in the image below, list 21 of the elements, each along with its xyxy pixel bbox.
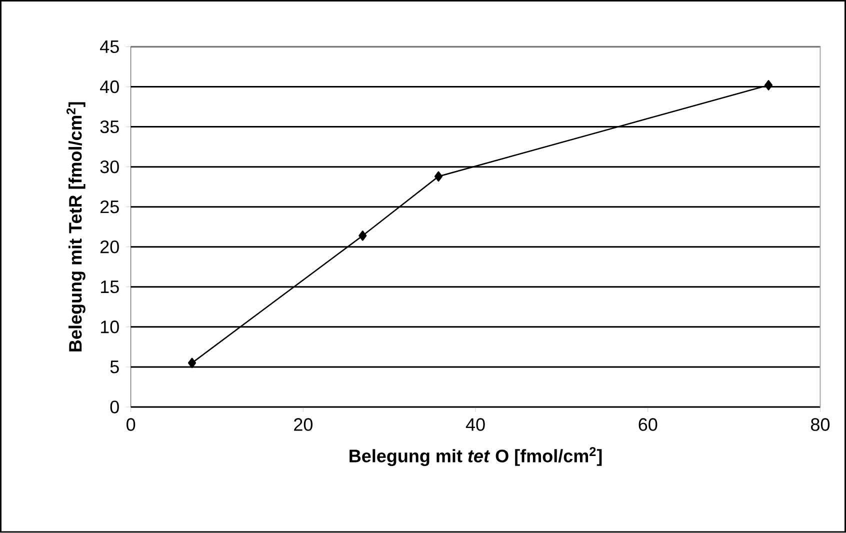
y-tick-label: 30 xyxy=(100,160,119,174)
y-tick-label: 45 xyxy=(100,40,119,54)
y-tick-label: 5 xyxy=(110,360,119,374)
point xyxy=(358,230,367,241)
point xyxy=(188,358,196,368)
y-tick-label: 35 xyxy=(100,120,119,134)
y-tick-label: 10 xyxy=(100,320,119,334)
y-tick-label: 15 xyxy=(100,280,119,294)
x-tick-label: 40 xyxy=(466,418,485,432)
x-tick-label: 80 xyxy=(811,418,830,432)
x-tick-label: 20 xyxy=(294,418,313,432)
y-axis-title: Belegung mit TetR [fmol/cm$^{2}$] xyxy=(66,102,86,352)
point xyxy=(764,80,773,90)
y-tick-label: 0 xyxy=(110,400,119,414)
y-tick-label: 20 xyxy=(100,240,119,254)
x-tick-label: 60 xyxy=(638,418,658,432)
y-tick-label: 40 xyxy=(100,80,119,94)
x-axis-title: Belegung mit tet O [fmol/cm$^{2}$] xyxy=(350,447,602,466)
point xyxy=(434,171,443,182)
x-tick-label: 0 xyxy=(126,418,136,432)
y-tick-label: 25 xyxy=(100,200,119,214)
